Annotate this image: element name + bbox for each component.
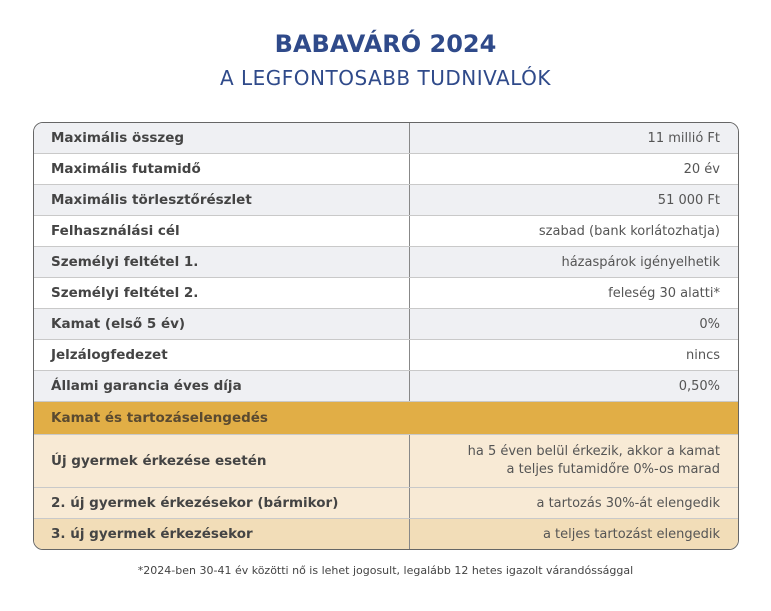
table-row: Személyi feltétel 2. feleség 30 alatti* (34, 278, 738, 309)
table-row: Maximális futamidő 20 év (34, 154, 738, 185)
table-row: 3. új gyermek érkezésekor a teljes tartoz… (34, 519, 738, 549)
row-value: házaspárok igényelhetik (561, 254, 720, 270)
row-label: Jelzálogfedezet (34, 340, 410, 370)
row-label: Felhasználási cél (34, 216, 410, 246)
row-value: 20 év (683, 161, 720, 177)
row-value: 0,50% (678, 378, 720, 394)
table-row: Felhasználási cél szabad (bank korlátozha… (34, 216, 738, 247)
table-row: Maximális összeg 11 millió Ft (34, 123, 738, 154)
row-value: ha 5 éven belül érkezik, akkor a kamat a … (410, 443, 738, 479)
row-label: 2. új gyermek érkezésekor (bármikor) (34, 488, 410, 518)
page-subtitle: A LEGFONTOSABB TUDNIVALÓK (219, 66, 551, 90)
page-title: BABAVÁRÓ 2024 (274, 30, 497, 58)
row-value: nincs (685, 347, 720, 363)
footnote: *2024-ben 30-41 év közötti nő is lehet j… (137, 564, 634, 577)
row-value-line: ha 5 éven belül érkezik, akkor a kamat (467, 444, 720, 459)
section-header: Kamat és tartozáselengedés (34, 402, 738, 435)
row-value: 0% (699, 316, 720, 332)
row-label: Maximális futamidő (34, 154, 410, 184)
row-label: Maximális törlesztőrészlet (34, 185, 410, 215)
row-value: feleség 30 alatti* (608, 285, 720, 301)
info-table: Maximális összeg 11 millió Ft Maximális f… (33, 122, 739, 550)
table-row: 2. új gyermek érkezésekor (bármikor) a ta… (34, 488, 738, 519)
table-row: Személyi feltétel 1. házaspárok igényelhe… (34, 247, 738, 278)
row-label: Személyi feltétel 2. (34, 278, 410, 308)
row-label: Új gyermek érkezése esetén (34, 435, 410, 487)
row-label: Kamat (első 5 év) (34, 309, 410, 339)
table-row: Új gyermek érkezése esetén ha 5 éven belü… (34, 435, 738, 488)
table-row: Maximális törlesztőrészlet 51 000 Ft (34, 185, 738, 216)
row-label: Állami garancia éves díja (34, 371, 410, 401)
row-label: Személyi feltétel 1. (34, 247, 410, 277)
table-row: Kamat (első 5 év) 0% (34, 309, 738, 340)
table-row: Jelzálogfedezet nincs (34, 340, 738, 371)
table-row: Állami garancia éves díja 0,50% (34, 371, 738, 402)
row-value: 51 000 Ft (657, 192, 720, 208)
row-value: a tartozás 30%-át elengedik (536, 495, 720, 511)
row-value: a teljes tartozást elengedik (542, 526, 720, 542)
row-value: szabad (bank korlátozhatja) (538, 223, 720, 239)
row-label: 3. új gyermek érkezésekor (34, 519, 410, 549)
row-value-line: a teljes futamidőre 0%-os marad (506, 462, 720, 477)
row-label: Maximális összeg (34, 123, 410, 153)
row-value: 11 millió Ft (647, 130, 720, 146)
